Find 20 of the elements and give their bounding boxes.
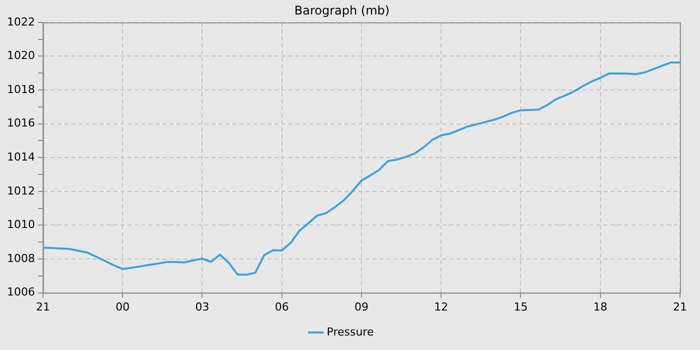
y-tick-label: 1016 <box>6 116 35 130</box>
y-tick-label: 1010 <box>6 218 35 232</box>
y-tick-label: 1006 <box>6 286 35 299</box>
legend-label: Pressure <box>326 325 374 338</box>
x-tick-label: 21 <box>673 300 687 314</box>
x-tick-label: 15 <box>514 300 528 314</box>
y-tick-label: 1008 <box>6 252 35 265</box>
x-tick-label: 21 <box>36 300 50 314</box>
y-tick-label: 1012 <box>6 184 35 198</box>
x-tick-label: 09 <box>354 300 368 314</box>
y-tick-label: 1022 <box>6 15 35 28</box>
y-tick-label: 1018 <box>6 82 35 96</box>
x-tick-label: 03 <box>195 300 210 314</box>
x-tick-label: 12 <box>434 300 448 314</box>
x-tick-label: 18 <box>593 300 608 314</box>
x-tick-label: 06 <box>274 300 289 314</box>
chart-title: Barograph (mb) <box>294 3 390 18</box>
x-tick-label: 00 <box>116 300 130 314</box>
y-tick-label: 1014 <box>6 150 35 164</box>
y-tick-label: 1020 <box>6 49 35 62</box>
